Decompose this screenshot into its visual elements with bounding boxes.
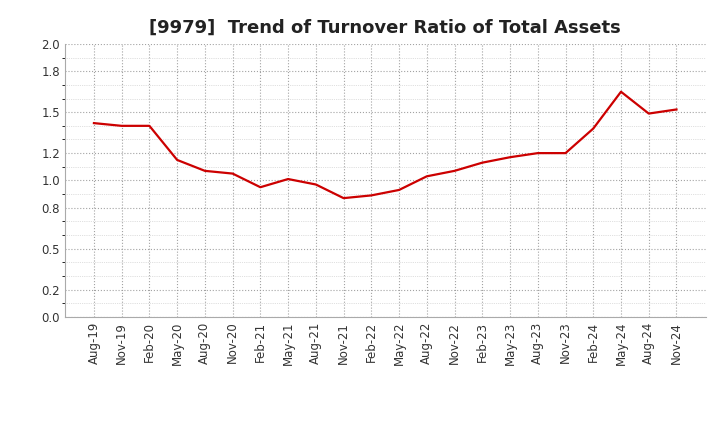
Title: [9979]  Trend of Turnover Ratio of Total Assets: [9979] Trend of Turnover Ratio of Total … <box>149 19 621 37</box>
